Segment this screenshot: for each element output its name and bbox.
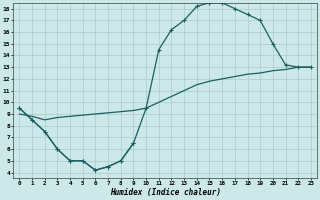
X-axis label: Humidex (Indice chaleur): Humidex (Indice chaleur)	[110, 188, 220, 197]
